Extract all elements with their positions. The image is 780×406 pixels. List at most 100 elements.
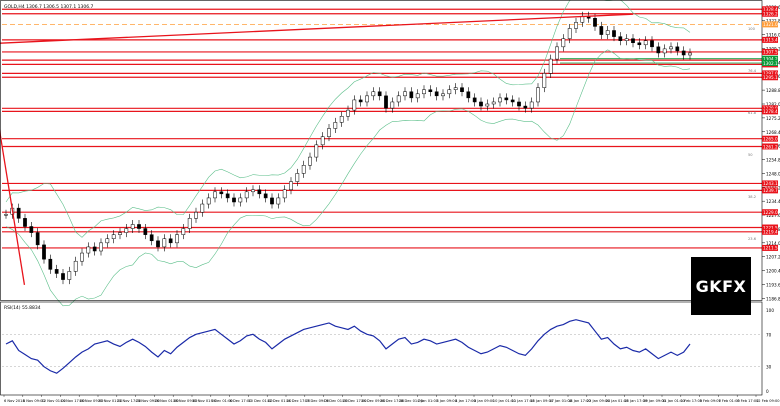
candle-body xyxy=(428,89,433,93)
candle-body xyxy=(669,46,673,50)
fib-label: 76.4 xyxy=(748,69,757,73)
level-tag xyxy=(762,48,778,55)
candle-body xyxy=(137,224,141,229)
candle-body xyxy=(593,18,597,27)
candle-body xyxy=(517,101,521,107)
candle-body xyxy=(149,234,154,242)
candle-body xyxy=(219,191,224,195)
candle-body xyxy=(289,181,293,190)
candle-body xyxy=(194,211,198,219)
green-level-tag-label: 1302.1 xyxy=(763,61,778,66)
candle-body xyxy=(187,218,192,229)
rsi-line xyxy=(5,319,691,374)
candle-body xyxy=(491,101,496,105)
candle-body xyxy=(479,101,483,107)
level-tag-label: 1313.4 xyxy=(763,38,778,43)
candle-body xyxy=(200,203,205,213)
candle-body xyxy=(403,91,407,97)
candle-body xyxy=(377,91,382,97)
candle-body xyxy=(4,214,8,216)
time-tick-label: 22 Jan 09:00 xyxy=(587,399,610,403)
rsi-frame xyxy=(0,301,763,396)
time-tick-label: 12 Dec 01:00 xyxy=(267,399,292,403)
candle-body xyxy=(384,95,388,109)
candle-body xyxy=(574,22,578,29)
candle-body xyxy=(650,40,654,48)
green-level-tag xyxy=(762,55,778,62)
candle-body xyxy=(327,128,331,137)
candle-body xyxy=(453,87,458,90)
level-tag xyxy=(762,244,778,251)
level-tag-label: 1211.5 xyxy=(763,246,778,251)
fib-label: 50 xyxy=(748,153,753,157)
candle-body xyxy=(16,207,21,219)
candle-body xyxy=(466,91,471,99)
candle-body xyxy=(232,197,236,203)
candle-body xyxy=(434,91,439,97)
level-tag xyxy=(762,70,778,77)
candle-body xyxy=(238,197,243,203)
price-tick-label: 1268.4 xyxy=(766,130,780,135)
price-tick-label: 1254.8 xyxy=(766,158,780,163)
level-tag-label: 1243.1 xyxy=(763,181,778,186)
candle-body xyxy=(498,97,502,103)
level-tag-label: 1221.5 xyxy=(763,225,778,230)
candle-body xyxy=(460,87,464,92)
time-tick-label: 21 Nov 17:00 xyxy=(117,399,142,403)
chart-header: GOLD,H4 1306.7 1306.5 1307.1 1306.7 xyxy=(4,4,94,10)
candle-body xyxy=(308,156,312,166)
time-tick-label: 6 Dec 17:00 xyxy=(230,399,253,403)
candle-body xyxy=(567,28,572,39)
price-tick-label: 1248.0 xyxy=(766,171,780,176)
candle-body xyxy=(48,258,53,270)
time-tick-label: 4 Jan 17:00 xyxy=(455,399,476,403)
time-tick-label: 7 Feb 01:00 xyxy=(718,399,740,403)
level-tag xyxy=(762,74,778,81)
candle-body xyxy=(314,144,319,158)
rsi-tick-label: 70 xyxy=(766,332,772,337)
level-tag xyxy=(762,36,778,43)
candle-body xyxy=(415,93,420,99)
candle-body xyxy=(111,234,116,240)
level-tag xyxy=(762,224,778,231)
time-tick-label: 8 Nov 09:00 xyxy=(23,399,46,403)
time-tick-label: 8 Jan 09:00 xyxy=(474,399,495,403)
candle-body xyxy=(67,271,72,280)
candle-body xyxy=(536,87,540,103)
candle-body xyxy=(295,173,300,182)
candle-body xyxy=(352,99,357,111)
price-tick-label: 1282.0 xyxy=(766,102,780,107)
time-tick-label: 10 Dec 01:00 xyxy=(248,399,273,403)
price-tick-label: 1234.4 xyxy=(766,199,780,204)
level-tag xyxy=(762,10,778,17)
price-tick-label: 1186.8 xyxy=(766,296,780,301)
green-level-tag-label: 1304.2 xyxy=(763,56,778,61)
level-tag xyxy=(762,6,778,13)
price-tick-label: 1193.6 xyxy=(766,282,780,287)
time-tick-label: 11 Jan 17:00 xyxy=(512,399,535,403)
time-tick-label: 17 Jan 01:00 xyxy=(549,399,572,403)
candle-body xyxy=(422,89,426,95)
candle-body xyxy=(276,197,281,205)
candle-body xyxy=(358,99,363,103)
gkfx-logo: GKFX xyxy=(691,257,751,315)
candle-body xyxy=(263,193,268,199)
fib-label: 61.8 xyxy=(748,111,757,115)
time-tick-label: 15 Jan 09:00 xyxy=(530,399,553,403)
fib-label: 23.6 xyxy=(748,237,757,241)
candle-body xyxy=(29,226,34,233)
candle-body xyxy=(168,238,173,244)
candle-body xyxy=(688,52,692,56)
time-tick-label: 28 Nov 09:00 xyxy=(173,399,198,403)
candle-body xyxy=(301,165,306,174)
candle-body xyxy=(130,224,135,229)
candle-body xyxy=(86,246,91,254)
candle-body xyxy=(251,189,255,193)
level-tag xyxy=(762,105,778,112)
level-tag xyxy=(762,108,778,115)
candle-body xyxy=(42,244,46,260)
time-tick-label: 10 Jan 01:00 xyxy=(493,399,516,403)
time-tick-label: 24 Dec 09:00 xyxy=(361,399,386,403)
time-tick-label: 14 Dec 17:00 xyxy=(286,399,311,403)
